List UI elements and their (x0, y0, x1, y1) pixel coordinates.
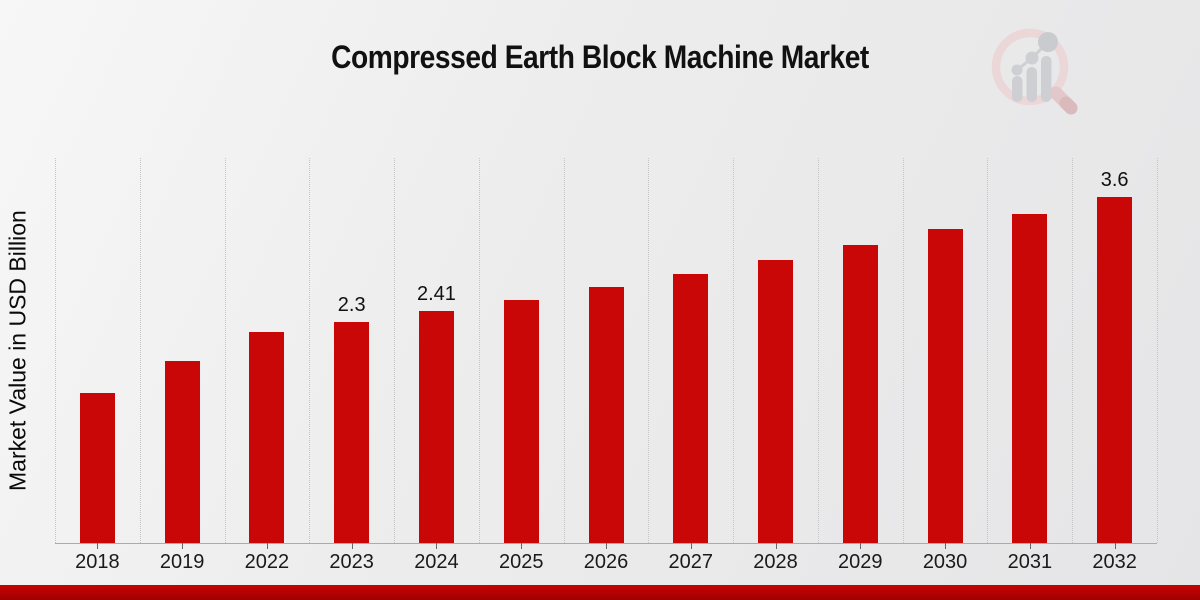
logo-bar-tall (1041, 56, 1052, 102)
bar-2030 (927, 229, 963, 543)
gridline (1072, 158, 1074, 543)
x-axis-tick (97, 543, 99, 549)
x-axis-label-2030: 2030 (922, 551, 968, 573)
gridline (309, 158, 311, 543)
gridline (139, 158, 141, 543)
x-axis-label-2027: 2027 (668, 551, 714, 573)
gridline (563, 158, 565, 543)
gridline (224, 158, 226, 543)
gridline (987, 158, 989, 543)
trend-dot-small (1011, 64, 1023, 76)
bar-2019 (164, 361, 200, 543)
trend-dot-medium (1025, 51, 1039, 65)
x-axis-tick (266, 543, 268, 549)
gridline (817, 158, 819, 543)
x-axis-tick (1114, 543, 1116, 549)
bar-2027 (673, 273, 709, 543)
bar-2023 (334, 321, 370, 543)
footer-red-bar (0, 585, 1200, 600)
x-axis-label-2025: 2025 (498, 551, 544, 573)
y-axis-label: Market Value in USD Billion (4, 210, 31, 491)
x-axis-tick (775, 543, 777, 549)
x-axis-tick (351, 543, 353, 549)
x-axis-label-2018: 2018 (75, 551, 120, 573)
x-axis-tick (436, 543, 438, 549)
gridline (648, 158, 650, 543)
chart-title: Compressed Earth Block Machine Market (331, 39, 869, 75)
x-axis-label-2026: 2026 (583, 551, 629, 573)
x-axis-tick (606, 543, 607, 549)
bar-2028 (758, 260, 794, 543)
x-axis-tick (690, 543, 692, 549)
x-axis-tick (1029, 543, 1031, 549)
bar-2022 (249, 332, 285, 543)
bar-2031 (1012, 213, 1048, 543)
x-axis-tick (182, 543, 184, 549)
bar-value-label-2023: 2.3 (337, 293, 366, 316)
bar-2024 (418, 311, 454, 543)
bar-2018 (79, 392, 115, 543)
bar-value-label-2024: 2.41 (416, 283, 456, 306)
x-axis-label-2028: 2028 (753, 551, 798, 573)
gridline (1157, 158, 1158, 543)
logo-bar-small (1012, 76, 1023, 102)
logo-bar-medium (1026, 67, 1037, 102)
x-axis-tick (521, 543, 523, 549)
gridline (902, 158, 904, 543)
x-axis-label-2032: 2032 (1092, 551, 1137, 573)
bar-2032 (1097, 196, 1133, 543)
bar-2026 (588, 286, 624, 543)
gridline (55, 158, 56, 543)
gridline (394, 158, 396, 543)
x-axis-label-2031: 2031 (1007, 551, 1053, 573)
x-axis-tick (945, 543, 947, 549)
x-axis-label-2023: 2023 (329, 551, 374, 573)
trend-dot-large (1038, 32, 1058, 52)
x-axis-label-2024: 2024 (414, 551, 459, 573)
x-axis-label-2019: 2019 (159, 551, 205, 573)
plot-area: 2018 2019 2022 2.3 2023 2.41 2024 2025 2026 2027 2… (55, 158, 1158, 573)
bar-2029 (842, 244, 878, 543)
bar-2025 (503, 299, 539, 543)
gridline (478, 158, 480, 543)
x-axis-label-2029: 2029 (838, 551, 883, 573)
x-axis-label-2022: 2022 (244, 551, 290, 573)
magnifier-growth-chart-logo-icon (991, 28, 1078, 115)
magnifier-handle-tip (1059, 96, 1078, 115)
x-axis-tick (860, 543, 862, 549)
gridline (733, 158, 735, 543)
bar-value-label-2032: 3.6 (1100, 168, 1129, 191)
